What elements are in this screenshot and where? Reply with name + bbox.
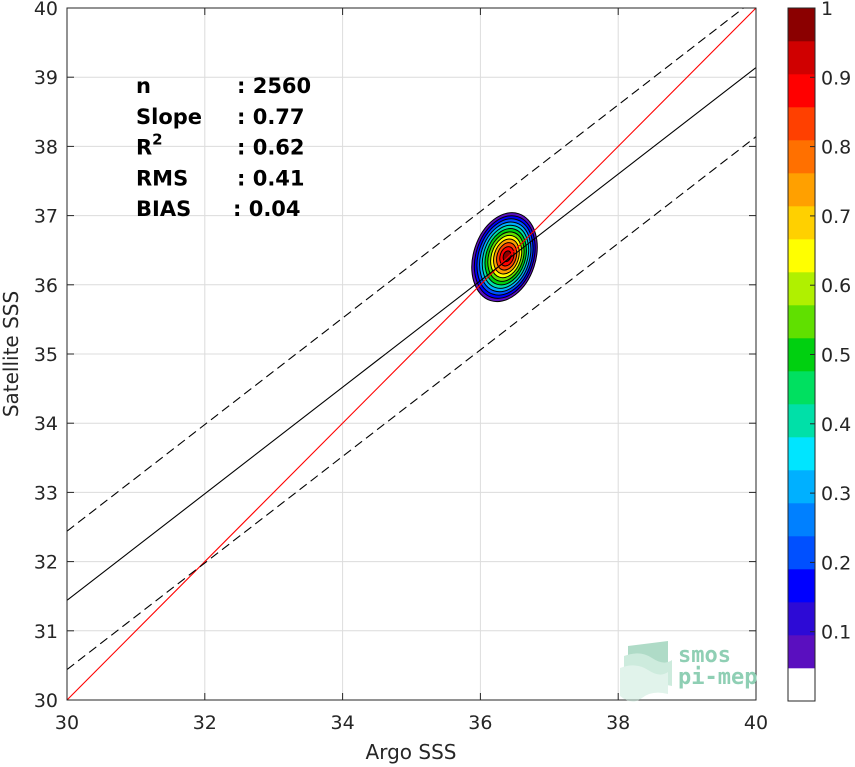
density-contours — [471, 212, 538, 303]
x-tick-label: 32 — [193, 712, 217, 734]
colorbar-cell — [788, 206, 815, 240]
stat-value: : 2560 — [237, 74, 311, 98]
colorbar-cell — [788, 536, 815, 570]
x-tick-label: 36 — [468, 712, 492, 734]
stat-value: : 0.41 — [237, 166, 305, 190]
y-tick-label: 40 — [34, 0, 58, 20]
colorbar-tick-label: 0.4 — [821, 414, 851, 436]
x-tick-label: 40 — [744, 712, 768, 734]
logo-line-1: smos — [678, 643, 731, 668]
colorbar-cell — [788, 140, 815, 174]
stat-label: Slope — [136, 105, 202, 129]
colorbar-cell — [788, 635, 815, 669]
grid-lines — [66, 7, 757, 701]
colorbar-tick-label: 1 — [821, 0, 833, 20]
colorbar-cell — [788, 74, 815, 108]
colorbar-cell — [788, 602, 815, 636]
stat-superscript: 2 — [152, 131, 162, 149]
y-tick-label: 33 — [34, 482, 58, 504]
x-axis-ticks: 30 32 34 36 38 40 — [55, 8, 768, 734]
y-axis-ticks: 30 31 32 33 34 35 36 37 38 39 40 — [34, 0, 756, 712]
y-tick-label: 31 — [34, 621, 58, 643]
x-tick-label: 30 — [55, 712, 79, 734]
colorbar-cell — [788, 503, 815, 537]
colorbar-tick-label: 0.9 — [821, 67, 851, 89]
logo-line-2: pi-mep — [678, 665, 757, 690]
y-tick-label: 30 — [34, 690, 58, 712]
colorbar-tick-label: 0.7 — [821, 206, 851, 228]
y-axis-label: Satellite SSS — [0, 291, 23, 417]
y-tick-label: 32 — [34, 552, 58, 574]
colorbar-tick-label: 0.6 — [821, 275, 851, 297]
y-tick-label: 38 — [34, 136, 58, 158]
identity-line — [67, 8, 756, 700]
colorbar-cell — [788, 239, 815, 273]
stat-value: : 0.04 — [233, 197, 301, 221]
colorbar-cell — [788, 437, 815, 471]
colorbar-tick-label: 0.5 — [821, 345, 851, 367]
stat-value: : 0.77 — [237, 105, 305, 129]
regression-lines — [67, 8, 756, 700]
stat-label: BIAS — [136, 197, 191, 221]
y-tick-label: 39 — [34, 67, 58, 89]
colorbar-cell — [788, 107, 815, 141]
logo-wave-icon — [620, 641, 672, 702]
colorbar-cell — [788, 569, 815, 603]
colorbar-cell — [788, 371, 815, 405]
smos-logo: smos pi-mep — [620, 641, 757, 702]
y-tick-label: 36 — [34, 275, 58, 297]
colorbar-tick-label: 0.8 — [821, 137, 851, 159]
y-tick-label: 37 — [34, 206, 58, 228]
y-tick-label: 35 — [34, 344, 58, 366]
regression-line — [67, 67, 756, 601]
colorbar-cell — [788, 305, 815, 339]
colorbar-cell — [788, 404, 815, 438]
colorbar-cell — [788, 173, 815, 207]
colorbar-tick-label: 0.1 — [821, 622, 851, 644]
stat-value: : 0.62 — [237, 136, 305, 160]
colorbar: 0.1 0.2 0.3 0.4 0.5 0.6 0.7 0.8 0.9 1 — [787, 0, 851, 702]
stat-label: n — [136, 74, 151, 98]
colorbar-cell — [788, 41, 815, 75]
colorbar-tick-label: 0.3 — [821, 483, 851, 505]
regression-lower-line — [67, 136, 756, 670]
colorbar-cell — [788, 668, 815, 702]
x-tick-label: 38 — [606, 712, 630, 734]
x-axis-label: Argo SSS — [366, 740, 457, 764]
stat-label: RMS — [136, 166, 188, 190]
colorbar-tick-label: 0.2 — [821, 552, 851, 574]
colorbar-cell — [788, 8, 815, 42]
colorbar-cell — [788, 272, 815, 306]
y-tick-label: 34 — [34, 413, 58, 435]
x-tick-label: 34 — [331, 712, 355, 734]
regression-upper-line — [67, 8, 745, 532]
colorbar-cell — [788, 470, 815, 504]
